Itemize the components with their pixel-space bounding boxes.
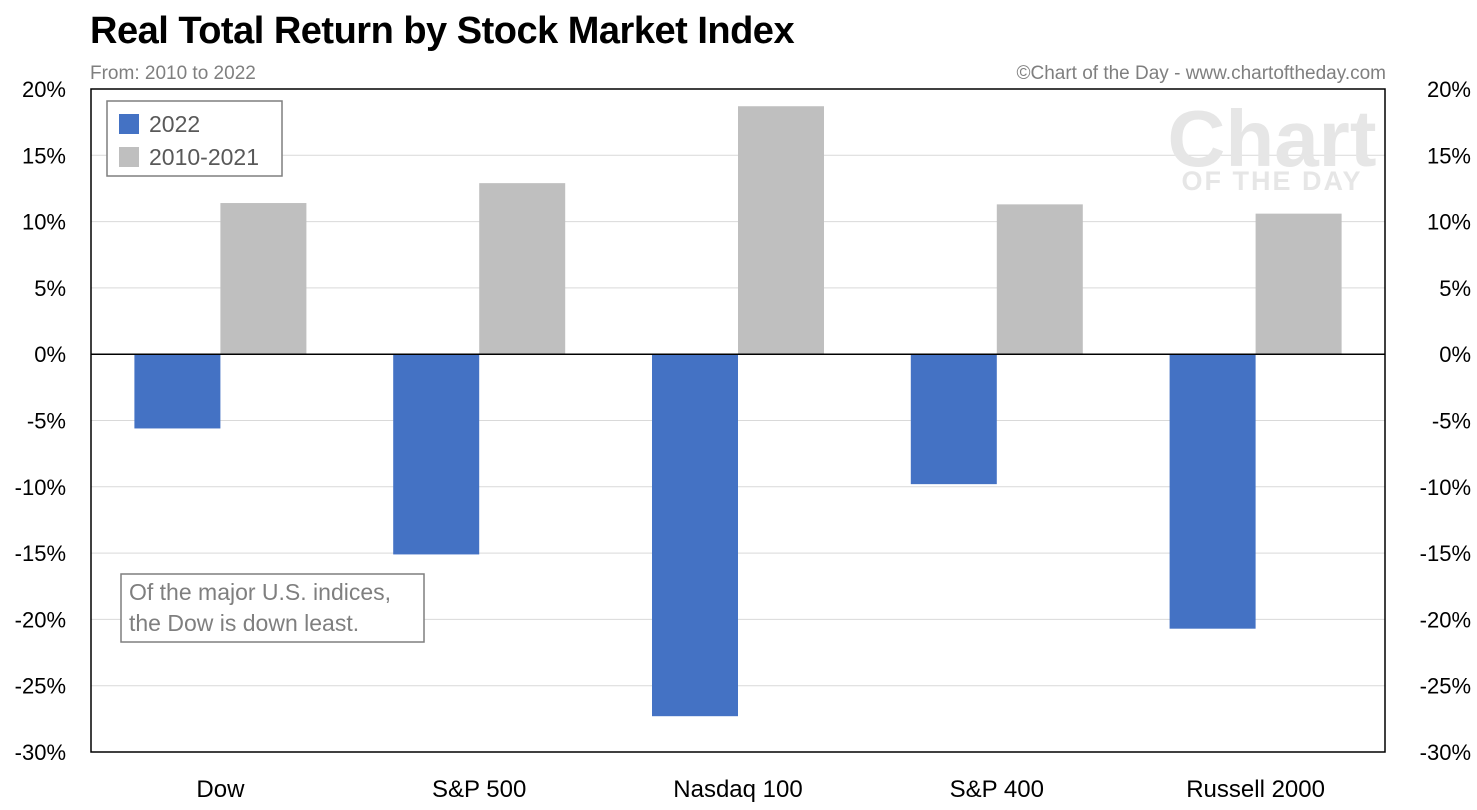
- x-category-label: Nasdaq 100: [673, 776, 802, 803]
- x-category-label: S&P 500: [432, 776, 526, 803]
- y-tick-label-left: 20%: [22, 77, 66, 102]
- bar-2022: [1169, 354, 1256, 629]
- x-axis: Dow S&P 500 Nasdaq 100 S&P 400 Russell 2000: [196, 776, 1325, 803]
- y-tick-label-right: -25%: [1420, 674, 1471, 699]
- watermark-line2: OF THE DAY: [1181, 166, 1362, 196]
- x-category-label: Dow: [196, 776, 245, 803]
- legend-swatch-2022: [119, 114, 139, 134]
- y-tick-label-left: -15%: [15, 541, 66, 566]
- x-category-label: S&P 400: [950, 776, 1044, 803]
- plot-frame: [90, 88, 1386, 753]
- annotation-line1: Of the major U.S. indices,: [129, 579, 391, 605]
- y-tick-label-right: -5%: [1432, 409, 1471, 434]
- y-tick-label-left: 15%: [22, 143, 66, 168]
- bar-2010-2021: [220, 203, 307, 355]
- y-tick-label-right: 0%: [1439, 342, 1471, 367]
- y-tick-label-left: 5%: [34, 276, 66, 301]
- chart-credit: ©Chart of the Day - www.chartoftheday.co…: [1016, 63, 1386, 84]
- y-tick-label-right: 10%: [1427, 210, 1471, 235]
- y-tick-label-left: 0%: [34, 342, 66, 367]
- legend-label-2010-2021: 2010-2021: [149, 144, 259, 170]
- bar-2022: [652, 354, 738, 717]
- bar-2022: [134, 354, 221, 429]
- bar-2010-2021: [996, 204, 1083, 355]
- y-tick-label-left: -5%: [27, 409, 66, 434]
- annotation-frame: [120, 573, 425, 643]
- y-tick-label-left: -30%: [15, 740, 66, 765]
- bar-2010-2021: [1255, 213, 1342, 355]
- y-tick-label-right: -30%: [1420, 740, 1471, 765]
- watermark-logo: Chart OF THE DAY: [1168, 94, 1377, 196]
- bar-2010-2021: [479, 183, 566, 355]
- y-tick-label-right: -10%: [1420, 475, 1471, 500]
- y-tick-label-left: -20%: [15, 607, 66, 632]
- y-tick-label-right: -15%: [1420, 541, 1471, 566]
- bar-2022: [393, 354, 480, 555]
- bar-2022: [910, 354, 997, 485]
- annotation-box: Of the major U.S. indices, the Dow is do…: [120, 573, 425, 643]
- annotation-line2: the Dow is down least.: [129, 610, 359, 636]
- y-axis-left: 20% 15% 10% 5% 0% -5% -10% -15% -20% -25% -30%: [15, 77, 66, 765]
- y-tick-label-left: -25%: [15, 674, 66, 699]
- y-tick-label-right: 5%: [1439, 276, 1471, 301]
- y-tick-label-left: -10%: [15, 475, 66, 500]
- legend: 2022 2010-2021: [106, 100, 283, 177]
- y-axis-right: 20% 15% 10% 5% 0% -5% -10% -15% -20% -25% -30%: [1420, 77, 1471, 765]
- y-tick-label-right: 20%: [1427, 77, 1471, 102]
- chart-title: Real Total Return by Stock Market Index: [90, 10, 795, 52]
- legend-label-2022: 2022: [149, 111, 200, 137]
- chart-subtitle: From: 2010 to 2022: [90, 63, 256, 84]
- x-category-label: Russell 2000: [1186, 776, 1325, 803]
- y-tick-label-right: 15%: [1427, 143, 1471, 168]
- bars: [134, 106, 1342, 717]
- y-tick-label-left: 10%: [22, 210, 66, 235]
- watermark-line1: Chart: [1168, 94, 1377, 183]
- y-tick-label-right: -20%: [1420, 607, 1471, 632]
- legend-swatch-2010-2021: [119, 147, 139, 167]
- bar-2010-2021: [738, 106, 824, 355]
